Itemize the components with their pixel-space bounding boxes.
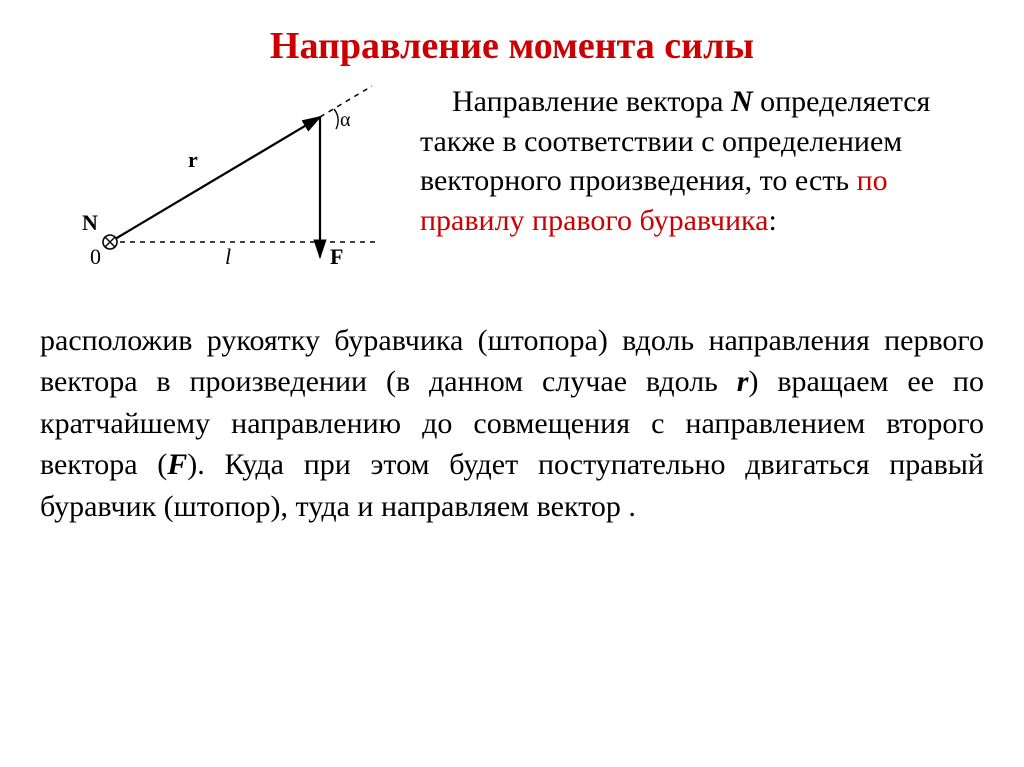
top-row: r α l F N 0 Направление вектора N опреде… <box>40 82 984 302</box>
label-l: l <box>225 244 231 269</box>
vector-diagram: r α l F N 0 <box>40 82 400 302</box>
p1-t0: Направление вектора <box>452 85 731 118</box>
paragraph-1: Направление вектора N определяется также… <box>420 82 984 240</box>
angle-alpha-arc <box>334 109 338 129</box>
page-title: Направление момента силы <box>40 24 984 68</box>
vector-r <box>110 117 320 242</box>
label-F: F <box>330 244 343 269</box>
label-zero: 0 <box>90 244 101 269</box>
label-alpha: α <box>340 109 351 131</box>
p2-r: r <box>737 365 749 398</box>
p1-N: N <box>731 85 753 118</box>
p1-t2: : <box>769 204 777 237</box>
p2-F: F <box>167 448 187 481</box>
label-N: N <box>82 210 98 235</box>
paragraph-2: расположив рукоятку буравчика (штопора) … <box>40 320 984 527</box>
label-r: r <box>188 147 198 172</box>
